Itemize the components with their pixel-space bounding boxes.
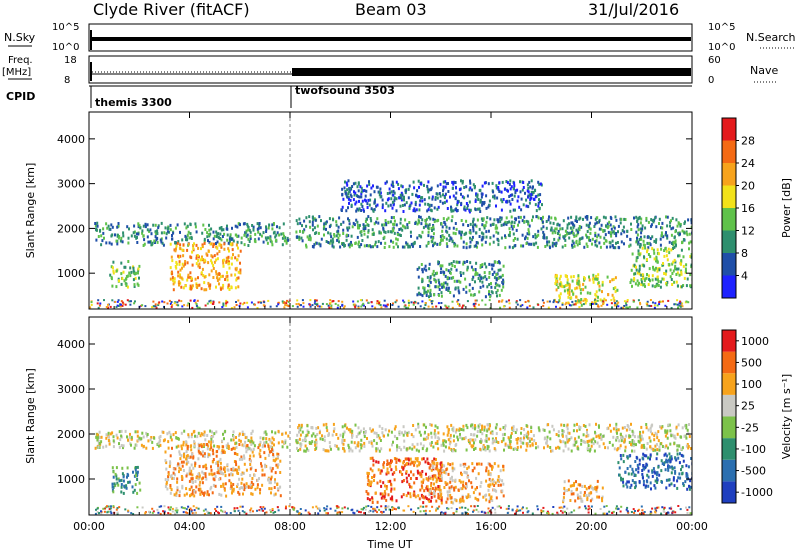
power-frame <box>88 111 693 310</box>
y-tick-label: 3000 <box>57 383 85 396</box>
nsky-label: N.Sky <box>4 31 36 44</box>
power-echo-region <box>340 179 543 214</box>
colorbar-tick-label: 8 <box>741 247 748 260</box>
freq-tick-top: 18 <box>64 55 77 66</box>
colorbar-tick-label: 12 <box>741 225 755 238</box>
colorbar-frame <box>721 329 737 504</box>
velocity-ground-scatter <box>94 505 692 515</box>
power-echo-cells <box>89 179 692 309</box>
colorbar-tick-label: -1000 <box>741 486 773 499</box>
nsearch-tick-top: 10^5 <box>708 22 735 33</box>
colorbar-segment <box>722 373 736 395</box>
colorbar-segment <box>722 394 736 417</box>
freq-strip: Freq. [MHz] 18 8 60 0 Nave <box>2 55 778 86</box>
x-tick-label: 00:00 <box>73 520 105 533</box>
cpid-entry-1: twofsound 3503 <box>295 84 395 97</box>
velocity-echo-region <box>111 465 142 495</box>
y-tick-label: 2000 <box>57 428 85 441</box>
velocity-echo-region <box>365 456 443 505</box>
colorbar-segment <box>722 416 736 439</box>
colorbar-tick-label: 500 <box>741 356 762 369</box>
y-tick-label: 1000 <box>57 267 85 280</box>
velocity-panel: 00:00 04:00 08:00 12:00 16:00 20:00 00:00 1000 2… <box>24 316 793 533</box>
y-tick-label: 4000 <box>57 338 85 351</box>
colorbar-segment <box>722 253 736 276</box>
freq-unit: [MHz] <box>2 67 31 78</box>
colorbar-tick-label: 16 <box>741 202 755 215</box>
colorbar-segment <box>722 230 736 253</box>
colorbar-segment <box>722 163 736 186</box>
x-tick-label: 12:00 <box>375 520 407 533</box>
colorbar-tick-label: 4 <box>741 270 748 283</box>
colorbar-segment <box>722 185 736 208</box>
colorbar-tick-label: 24 <box>741 157 755 170</box>
colorbar-tick-label: 100 <box>741 378 762 391</box>
colorbar-tick-label: 20 <box>741 180 755 193</box>
colorbar-segment <box>722 275 736 298</box>
power-panel: 1000 2000 3000 4000 Slant Range [km] 4 8 12 16 20… <box>24 111 793 310</box>
colorbar-segment <box>722 351 736 374</box>
power-echo-region <box>554 273 619 308</box>
velocity-echo-region <box>94 429 290 451</box>
nsky-tick-bottom: 10^0 <box>52 42 79 53</box>
colorbar-segment <box>722 140 736 163</box>
cpid-entry-0: themis 3300 <box>95 96 172 109</box>
nsky-strip: N.Sky 10^5 10^0 10^5 10^0 N.Search <box>4 22 796 53</box>
cpid-label: CPID <box>6 90 35 103</box>
y-axis-label: Slant Range [km] <box>24 163 37 259</box>
velocity-echo-region <box>164 443 282 498</box>
colorbar-label: Velocity [m s⁻¹] <box>780 374 793 459</box>
power-echo-region <box>169 241 242 292</box>
velocity-echo-region <box>428 461 505 505</box>
x-axis-label: Time UT <box>366 538 412 551</box>
colorbar-tick-label: 1000 <box>741 335 769 348</box>
colorbar-segment <box>722 481 736 503</box>
power-echo-region <box>416 260 505 299</box>
freq-label: Freq. <box>8 55 33 66</box>
colorbar-segment <box>722 330 736 352</box>
nave-label: Nave <box>750 64 778 77</box>
colorbar-tick-label: -500 <box>741 465 766 478</box>
velocity-echo-region <box>295 422 692 453</box>
nsearch-label: N.Search <box>746 31 796 44</box>
velocity-echo-cells <box>94 422 692 515</box>
y-tick-label: 2000 <box>57 222 85 235</box>
power-echo-region <box>109 260 141 289</box>
nsky-tick-top: 10^5 <box>52 22 79 33</box>
velocity-echo-region <box>617 452 692 491</box>
x-tick-label: 08:00 <box>274 520 306 533</box>
freq-tick-bottom: 8 <box>64 75 70 86</box>
colorbar-tick-label: -25 <box>741 421 759 434</box>
colorbar-label: Power [dB] <box>780 178 793 238</box>
colorbar-tick-label: -100 <box>741 443 766 456</box>
colorbar-segment <box>722 438 736 460</box>
colorbar-tick-label: 25 <box>741 400 755 413</box>
colorbar-segment <box>722 459 736 482</box>
power-echo-region <box>629 246 692 289</box>
x-tick-label: 04:00 <box>174 520 206 533</box>
y-tick-label: 4000 <box>57 133 85 146</box>
colorbar-segment <box>722 208 736 231</box>
nave-tick-top: 60 <box>708 55 721 66</box>
colorbar-segment <box>722 118 736 141</box>
x-tick-label: 20:00 <box>576 520 608 533</box>
velocity-echo-region <box>562 479 604 504</box>
colorbar-tick-label: 28 <box>741 135 755 148</box>
beam-label: Beam 03 <box>355 0 427 19</box>
power-echo-region <box>295 215 692 250</box>
power-ground-scatter <box>89 299 692 309</box>
nave-tick-bottom: 0 <box>708 75 714 86</box>
x-tick-label: 16:00 <box>475 520 507 533</box>
cpid-strip: CPID themis 3300 twofsound 3503 <box>6 84 692 109</box>
y-tick-label: 3000 <box>57 178 85 191</box>
y-axis-label: Slant Range [km] <box>24 368 37 464</box>
station-title: Clyde River (fitACF) <box>93 0 250 19</box>
x-tick-label: 00:00 <box>676 520 708 533</box>
nsearch-tick-bottom: 10^0 <box>708 42 735 53</box>
date-label: 31/Jul/2016 <box>588 0 679 19</box>
y-tick-label: 1000 <box>57 473 85 486</box>
power-echo-region <box>94 221 290 247</box>
